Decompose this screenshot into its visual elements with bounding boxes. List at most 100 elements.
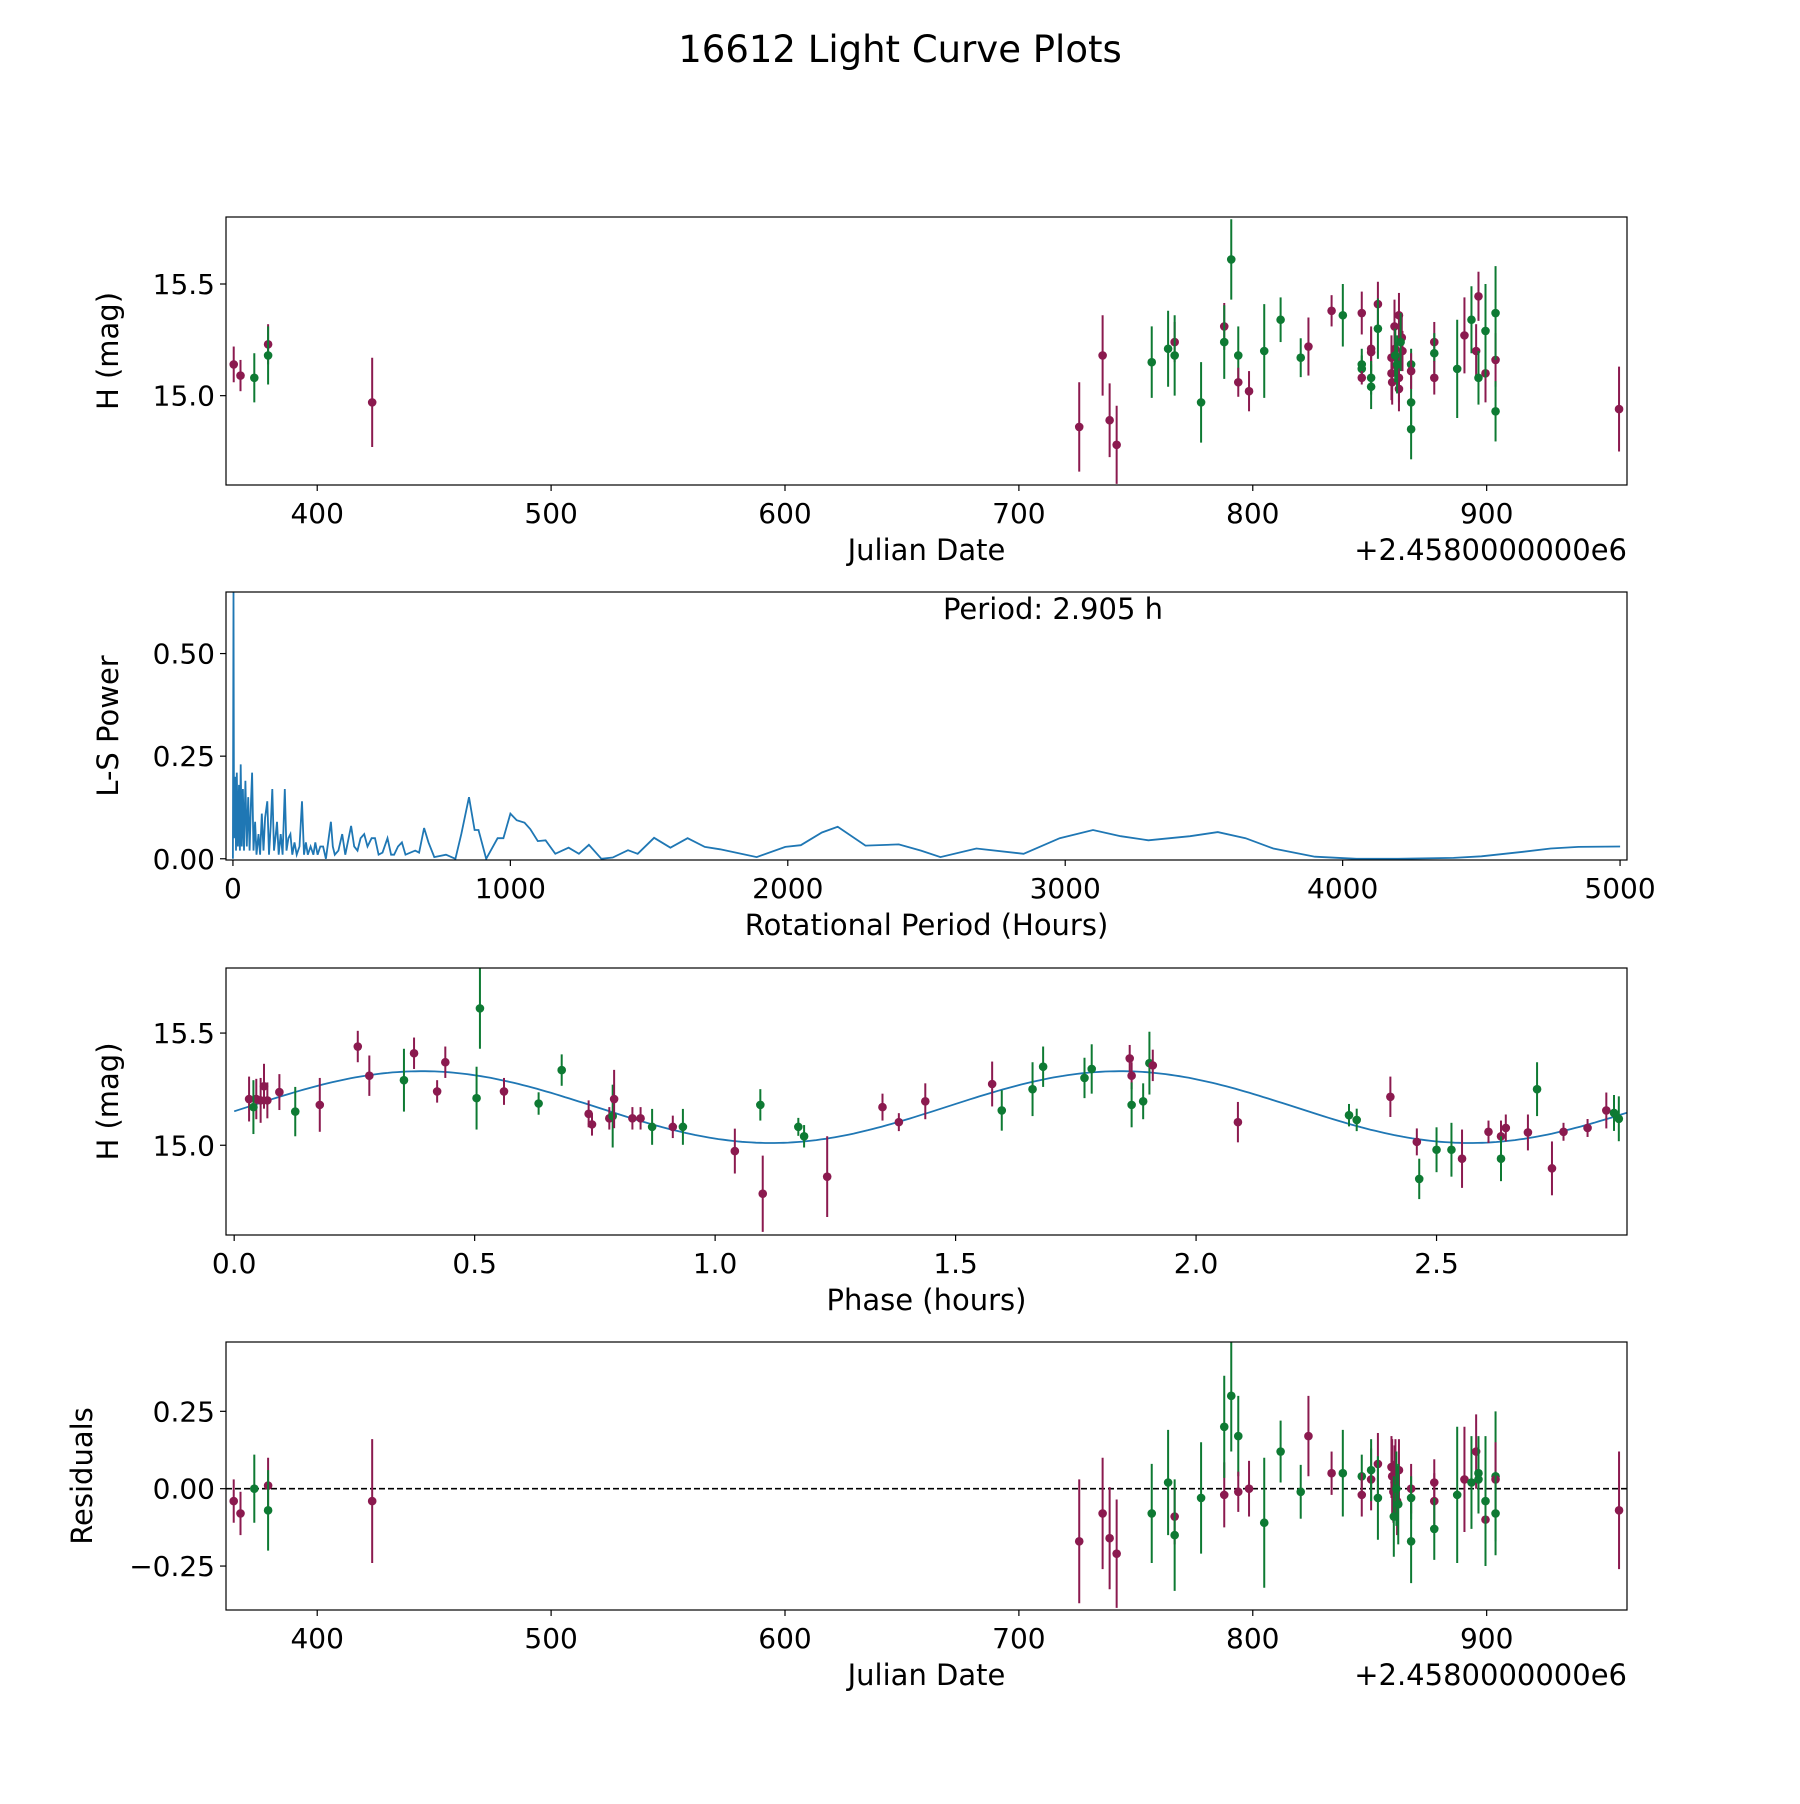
data-point (367, 398, 377, 407)
x-tick-label: 3000 (1030, 872, 1101, 905)
data-point (1406, 1493, 1416, 1503)
data-point (1547, 1164, 1557, 1173)
data-point (1074, 1536, 1084, 1546)
data-point (1147, 1509, 1157, 1518)
data-point (259, 1081, 269, 1091)
data-point (1481, 326, 1490, 336)
x-axis-label: Phase (hours) (827, 1283, 1027, 1317)
data-point (290, 1107, 300, 1116)
data-point (1170, 1530, 1179, 1540)
data-point (1219, 337, 1229, 347)
data-point (399, 1075, 409, 1085)
data-point (1523, 1128, 1533, 1137)
x-tick-label: 400 (290, 497, 343, 530)
data-point (1338, 1468, 1348, 1478)
data-point (1474, 1475, 1483, 1484)
data-point (1491, 308, 1500, 318)
y-tick-label: 15.5 (153, 1017, 215, 1050)
data-point (1614, 1114, 1624, 1124)
data-point (534, 1099, 543, 1108)
data-point (987, 1079, 997, 1089)
data-point (499, 1087, 509, 1096)
data-point (1244, 386, 1254, 396)
data-point (756, 1100, 765, 1110)
data-point (1467, 1478, 1476, 1487)
x-tick-label: 900 (1460, 497, 1513, 530)
data-point (1392, 360, 1402, 369)
data-point (1474, 373, 1483, 383)
y-tick-label: 0.00 (153, 1473, 215, 1506)
data-point (1087, 1064, 1097, 1074)
y-tick-label: −0.25 (129, 1550, 215, 1583)
data-point (1276, 315, 1285, 325)
data-point (1105, 415, 1114, 425)
data-point (609, 1094, 619, 1104)
data-point (1452, 1490, 1462, 1500)
x-tick-label: 700 (992, 497, 1045, 530)
x-tick-label: 5000 (1584, 872, 1655, 905)
data-point (1074, 422, 1084, 432)
x-tick-label: 400 (290, 1622, 343, 1655)
lightcurve-plot-area (229, 219, 1624, 484)
x-tick-label: 800 (1226, 1622, 1279, 1655)
data-point (263, 351, 273, 360)
x-tick-label: 1.5 (933, 1247, 978, 1280)
data-point (1429, 373, 1439, 383)
data-point (1127, 1071, 1136, 1080)
data-point (1098, 1509, 1107, 1518)
data-point (1226, 255, 1236, 264)
data-point (1491, 355, 1500, 365)
data-point (1259, 1518, 1269, 1528)
figure-title: 16612 Light Curve Plots (678, 28, 1122, 71)
data-point (1614, 1506, 1624, 1515)
data-point (275, 1087, 284, 1097)
data-point (997, 1106, 1007, 1115)
x-tick-label: 700 (992, 1622, 1045, 1655)
data-point (1163, 1478, 1173, 1487)
data-point (628, 1114, 637, 1123)
data-point (1602, 1106, 1611, 1115)
data-point (236, 371, 245, 380)
data-point (1609, 1108, 1619, 1118)
x-tick-label: 4000 (1307, 872, 1378, 905)
periodogram-plot-area (232, 592, 1621, 860)
data-point (1098, 351, 1107, 360)
data-point (1491, 1509, 1500, 1518)
x-axis-label: Rotational Period (Hours) (745, 908, 1109, 942)
phase-panel: 0.0 0.5 1.0 1.5 2.0 2.5 15.0 15.5 Phase (hours) H… (91, 967, 1628, 1317)
data-point (1394, 384, 1404, 394)
data-point (1163, 344, 1173, 354)
x-tick-label: 2000 (752, 872, 823, 905)
data-point (636, 1114, 645, 1123)
data-point (1392, 1484, 1401, 1493)
x-axis-label: Julian Date (846, 533, 1006, 567)
data-point (441, 1057, 450, 1067)
data-point (1429, 1524, 1439, 1534)
residuals-panel: 400 500 600 700 800 900 −0.25 0.00 0.25 Julian Da… (65, 1341, 1628, 1692)
data-point (1373, 324, 1383, 333)
data-point (1296, 353, 1306, 363)
y-tick-label: 15.0 (153, 1129, 215, 1162)
data-point (1390, 351, 1400, 360)
data-point (587, 1120, 597, 1129)
data-point (822, 1172, 832, 1181)
data-point (236, 1509, 245, 1518)
data-point (730, 1146, 740, 1156)
data-point (1396, 337, 1405, 347)
y-axis-label: H (mag) (91, 1042, 125, 1160)
data-point (1357, 373, 1367, 383)
data-point (878, 1102, 887, 1112)
axes-frame (225, 591, 1628, 861)
model-fit-line (233, 1070, 1627, 1144)
data-point (1038, 1062, 1048, 1072)
data-point (1226, 1391, 1236, 1401)
x-tick-label: 1.0 (693, 1247, 738, 1280)
data-point (1125, 1054, 1135, 1063)
x-tick-label: 600 (758, 497, 811, 530)
data-point (365, 1071, 374, 1080)
data-point (1412, 1137, 1422, 1147)
data-point (1170, 351, 1179, 360)
data-point (315, 1100, 325, 1110)
data-point (1366, 347, 1376, 357)
data-point (1233, 351, 1243, 360)
